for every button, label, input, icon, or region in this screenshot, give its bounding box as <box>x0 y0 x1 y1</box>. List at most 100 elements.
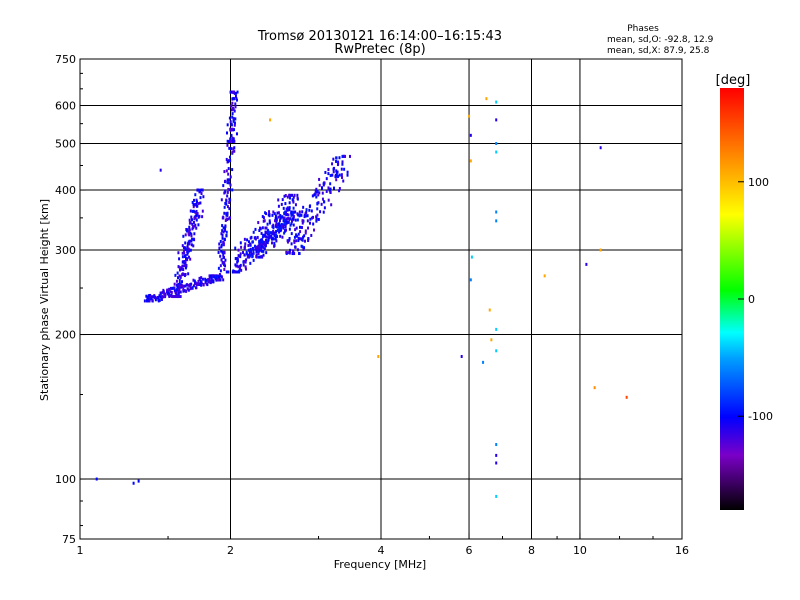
data-point <box>196 211 199 215</box>
data-point <box>200 281 203 285</box>
data-point <box>231 188 234 192</box>
data-point <box>229 216 232 220</box>
data-point <box>206 278 209 282</box>
data-point <box>181 280 184 284</box>
phase-stats-o: mean, sd,O: -92.8, 12.9 <box>607 35 714 45</box>
data-point <box>167 288 170 292</box>
data-point <box>283 216 286 220</box>
data-point <box>257 248 260 252</box>
data-point <box>264 230 267 234</box>
data-point <box>190 215 193 219</box>
data-point <box>239 263 242 267</box>
data-point <box>188 242 191 246</box>
data-point <box>178 268 181 272</box>
data-point <box>268 219 271 223</box>
data-point <box>288 236 291 240</box>
data-point <box>258 239 261 243</box>
data-point <box>300 213 303 217</box>
data-point <box>236 257 239 261</box>
data-point <box>179 284 182 288</box>
data-point <box>275 225 278 229</box>
data-point <box>243 246 246 250</box>
data-point <box>227 167 230 171</box>
data-point <box>258 245 261 249</box>
data-point <box>490 338 493 342</box>
data-point <box>304 212 307 216</box>
data-point <box>146 299 149 303</box>
data-point <box>233 123 236 127</box>
y-tick-label: 400 <box>55 184 76 197</box>
y-tick-label: 100 <box>55 473 76 486</box>
data-point <box>232 269 235 273</box>
data-point <box>199 188 202 192</box>
data-point <box>222 226 225 230</box>
data-point <box>173 289 176 293</box>
data-point <box>261 249 264 253</box>
data-point <box>265 238 268 242</box>
data-point <box>220 198 223 202</box>
data-point <box>495 349 498 353</box>
data-point <box>275 239 278 243</box>
data-point <box>208 274 211 278</box>
data-point <box>223 191 226 195</box>
data-point <box>224 258 227 262</box>
data-point <box>217 250 220 254</box>
data-point <box>296 248 299 252</box>
data-point <box>296 193 299 197</box>
data-point <box>341 160 344 164</box>
data-point <box>220 249 223 253</box>
data-point <box>293 240 296 244</box>
data-point <box>287 216 290 220</box>
data-point <box>256 235 259 239</box>
data-point <box>244 242 247 246</box>
data-point <box>275 221 278 225</box>
data-point <box>221 260 224 264</box>
phase-stats-x: mean, sd,X: 87.9, 25.8 <box>607 46 710 56</box>
data-point <box>278 219 281 223</box>
data-point <box>229 159 232 163</box>
grid-lines <box>80 59 682 539</box>
data-point <box>193 282 196 286</box>
data-point <box>223 268 226 272</box>
data-point <box>279 226 282 230</box>
data-point <box>195 209 198 213</box>
data-point <box>285 211 288 215</box>
data-point <box>310 233 313 237</box>
data-point <box>460 354 463 358</box>
data-point <box>222 240 225 244</box>
data-point <box>175 283 178 287</box>
data-point <box>183 251 186 255</box>
data-point <box>276 223 279 227</box>
data-point <box>283 221 286 225</box>
data-point <box>187 272 190 276</box>
data-point <box>266 241 269 245</box>
data-point <box>162 290 165 294</box>
data-point <box>219 274 222 278</box>
data-point <box>192 244 195 248</box>
data-point <box>175 288 178 292</box>
x-tick-label: 8 <box>528 544 535 557</box>
data-point <box>240 268 243 272</box>
data-point <box>301 219 304 223</box>
data-point <box>325 189 328 193</box>
data-point <box>292 252 295 256</box>
data-point <box>495 461 498 465</box>
data-point <box>157 298 160 302</box>
data-point <box>181 244 184 248</box>
data-point <box>192 209 195 213</box>
data-point <box>243 237 246 241</box>
data-point <box>226 139 229 143</box>
data-point <box>313 228 316 232</box>
data-point <box>215 278 218 282</box>
data-point <box>264 234 267 238</box>
data-point <box>267 231 270 235</box>
data-point <box>171 295 174 299</box>
chart-title: Tromsø 20130121 16:14:00–16:15:43 <box>257 29 502 44</box>
data-point <box>173 282 176 286</box>
data-point <box>228 139 231 143</box>
data-point <box>295 234 298 238</box>
data-point <box>264 211 267 215</box>
data-point <box>252 248 255 252</box>
data-point <box>625 395 628 399</box>
data-point <box>244 265 247 269</box>
